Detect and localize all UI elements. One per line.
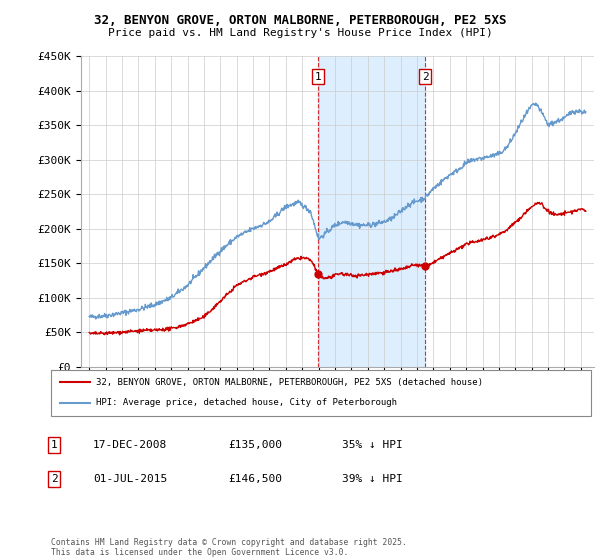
Text: Contains HM Land Registry data © Crown copyright and database right 2025.
This d: Contains HM Land Registry data © Crown c… <box>51 538 407 557</box>
Text: 17-DEC-2008: 17-DEC-2008 <box>93 440 167 450</box>
Text: 2: 2 <box>422 72 428 82</box>
Text: 1: 1 <box>314 72 322 82</box>
Text: £146,500: £146,500 <box>228 474 282 484</box>
Text: £135,000: £135,000 <box>228 440 282 450</box>
Text: 2: 2 <box>50 474 58 484</box>
Text: 35% ↓ HPI: 35% ↓ HPI <box>342 440 403 450</box>
Text: 1: 1 <box>50 440 58 450</box>
Text: 01-JUL-2015: 01-JUL-2015 <box>93 474 167 484</box>
Text: Price paid vs. HM Land Registry's House Price Index (HPI): Price paid vs. HM Land Registry's House … <box>107 28 493 38</box>
Text: 32, BENYON GROVE, ORTON MALBORNE, PETERBOROUGH, PE2 5XS (detached house): 32, BENYON GROVE, ORTON MALBORNE, PETERB… <box>96 378 483 387</box>
Text: 32, BENYON GROVE, ORTON MALBORNE, PETERBOROUGH, PE2 5XS: 32, BENYON GROVE, ORTON MALBORNE, PETERB… <box>94 14 506 27</box>
Text: 39% ↓ HPI: 39% ↓ HPI <box>342 474 403 484</box>
Bar <box>318 56 425 367</box>
Text: HPI: Average price, detached house, City of Peterborough: HPI: Average price, detached house, City… <box>96 398 397 407</box>
